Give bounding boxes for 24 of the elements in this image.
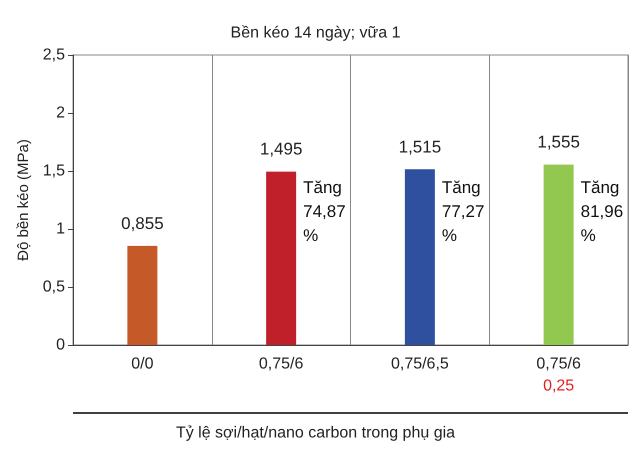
x-tick-label: 0/0 <box>131 356 154 372</box>
annotation: Tăng 74,87 % <box>303 178 346 246</box>
y-tick-label: 1,5 <box>42 162 66 180</box>
bar <box>266 172 296 345</box>
data-label: 1,515 <box>398 137 442 156</box>
x-axis-title: Tỷ lệ sợi/hạt/nano carbon trong phụ gia <box>176 424 456 442</box>
x-tick-label: 0,75/6 0,25 <box>536 356 581 394</box>
data-label: 0,855 <box>121 214 164 233</box>
annotation: Tăng 77,27 % <box>442 178 484 246</box>
x-tick-label: 0,75/6 <box>258 356 304 372</box>
y-tick-label: 0 <box>56 336 66 354</box>
y-axis-title: Độ bền kéo (MPa) <box>15 139 32 261</box>
x-tick-label: 0,75/6,5 <box>390 356 449 372</box>
data-label: 1,555 <box>537 132 580 152</box>
bar <box>404 169 435 345</box>
y-tick-label: 2 <box>56 104 66 122</box>
chart-title: Bền kéo 14 ngày; vữa 1 <box>230 24 401 42</box>
y-tick-label: 2,5 <box>42 46 66 64</box>
y-tick-label: 1 <box>56 220 66 238</box>
y-tick-label: 0,5 <box>42 278 66 296</box>
annotation: Tăng 81,96 % <box>580 178 624 246</box>
bar <box>127 246 158 345</box>
data-label: 1,495 <box>260 140 302 159</box>
bar <box>544 164 574 345</box>
